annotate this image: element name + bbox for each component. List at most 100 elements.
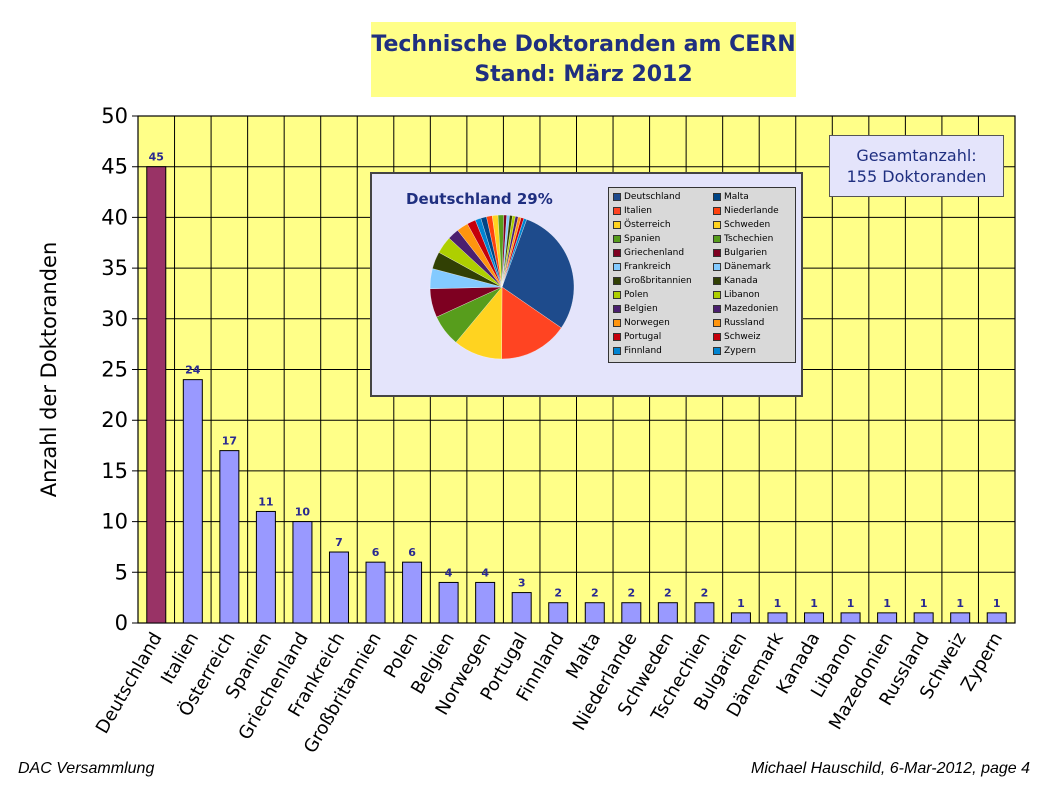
- bar: [255, 510, 276, 624]
- bar-data-label: 1: [810, 597, 818, 610]
- bar: [548, 602, 569, 624]
- legend-swatch: [713, 249, 721, 257]
- pie-slice: [501, 286, 562, 360]
- legend-item: Italien: [613, 206, 652, 216]
- y-tick-label: 40: [101, 205, 128, 229]
- legend-item: Großbritannien: [613, 276, 692, 286]
- bar-data-label: 1: [883, 597, 891, 610]
- legend-swatch: [613, 333, 621, 341]
- legend-swatch: [713, 319, 721, 327]
- bar-data-label: 1: [774, 597, 782, 610]
- legend-item: Polen: [613, 290, 648, 300]
- chart-title-line1: Technische Doktoranden am CERN: [371, 31, 796, 57]
- legend-swatch: [613, 221, 621, 229]
- legend-item: Frankreich: [613, 262, 671, 272]
- x-tick-label: Deutschland: [92, 629, 167, 737]
- bar-data-label: 17: [222, 435, 237, 448]
- total-count-box: Gesamtanzahl: 155 Doktoranden: [829, 135, 1004, 197]
- bar: [219, 450, 240, 624]
- legend-swatch: [613, 319, 621, 327]
- bar: [475, 581, 496, 624]
- legend-label: Polen: [624, 290, 649, 300]
- legend-item: Griechenland: [613, 248, 684, 258]
- legend-swatch: [613, 291, 621, 299]
- bar: [584, 602, 605, 624]
- legend-item: Niederlande: [713, 206, 779, 216]
- legend-item: Kanada: [713, 276, 758, 286]
- bar-data-label: 6: [372, 546, 380, 559]
- y-tick-label: 20: [101, 408, 128, 432]
- legend-label: Bulgarien: [724, 248, 768, 258]
- bar-data-label: 11: [258, 495, 273, 508]
- bar: [292, 521, 313, 624]
- footer-left: DAC Versammlung: [18, 760, 155, 777]
- legend-item: Spanien: [613, 234, 660, 244]
- chart-title-box: Technische Doktoranden am CERN Stand: Mä…: [371, 22, 796, 97]
- bar: [402, 561, 423, 624]
- y-tick-label: 10: [101, 510, 128, 534]
- bar: [694, 602, 715, 624]
- legend-label: Norwegen: [624, 318, 670, 328]
- y-tick-label: 0: [115, 611, 128, 635]
- bar: [621, 602, 642, 624]
- legend-swatch: [613, 207, 621, 215]
- legend-item: Schweiz: [713, 332, 761, 342]
- legend-label: Portugal: [624, 332, 662, 342]
- pie-slice: [501, 218, 527, 288]
- legend-label: Mazedonien: [724, 304, 779, 314]
- total-count-line1: Gesamtanzahl:: [856, 146, 977, 165]
- legend-label: Deutschland: [624, 192, 681, 202]
- legend-swatch: [613, 347, 621, 355]
- bar-data-label: 2: [664, 587, 672, 600]
- legend-label: Libanon: [724, 290, 760, 300]
- legend-label: Großbritannien: [624, 276, 692, 286]
- legend-swatch: [613, 263, 621, 271]
- bar: [182, 379, 203, 624]
- bar: [365, 561, 386, 624]
- legend-swatch: [713, 235, 721, 243]
- legend-item: Österreich: [613, 220, 671, 230]
- legend-label: Malta: [724, 192, 749, 202]
- y-tick-label: 15: [101, 459, 128, 483]
- legend-label: Russland: [724, 318, 765, 328]
- bar: [328, 551, 349, 624]
- legend-item: Dänemark: [713, 262, 771, 272]
- legend-label: Italien: [624, 206, 652, 216]
- legend-item: Finnland: [613, 346, 662, 356]
- y-tick-label: 5: [115, 560, 128, 584]
- legend-label: Dänemark: [724, 262, 771, 272]
- bar: [840, 612, 861, 624]
- bar: [767, 612, 788, 624]
- bar: [804, 612, 825, 624]
- legend-item: Zypern: [713, 346, 756, 356]
- legend-item: Bulgarien: [713, 248, 767, 258]
- y-tick-label: 25: [101, 358, 128, 382]
- legend-label: Belgien: [624, 304, 658, 314]
- legend-label: Spanien: [624, 234, 661, 244]
- bar-data-label: 2: [554, 587, 562, 600]
- footer-right: Michael Hauschild, 6-Mar-2012, page 4: [751, 760, 1030, 777]
- bar-data-label: 2: [701, 587, 709, 600]
- bar: [657, 602, 678, 624]
- legend-label: Schweden: [724, 220, 771, 230]
- pie-legend: Deutschland Italien Österreich Spanien Griec…: [608, 187, 796, 363]
- legend-swatch: [713, 305, 721, 313]
- legend-item: Norwegen: [613, 318, 670, 328]
- legend-label: Tschechien: [724, 234, 774, 244]
- bar: [146, 166, 167, 624]
- legend-swatch: [613, 249, 621, 257]
- y-tick-label: 45: [101, 155, 128, 179]
- legend-item: Malta: [713, 192, 749, 202]
- legend-swatch: [613, 193, 621, 201]
- y-tick-label: 35: [101, 256, 128, 280]
- bar: [950, 612, 971, 624]
- legend-swatch: [713, 207, 721, 215]
- legend-item: Mazedonien: [713, 304, 778, 314]
- pie-slice: [501, 219, 575, 329]
- y-tick-label: 50: [101, 104, 128, 128]
- bar: [438, 581, 459, 624]
- bar-data-label: 24: [185, 364, 201, 377]
- legend-swatch: [713, 333, 721, 341]
- bar-data-label: 4: [445, 566, 453, 579]
- legend-label: Österreich: [624, 220, 671, 230]
